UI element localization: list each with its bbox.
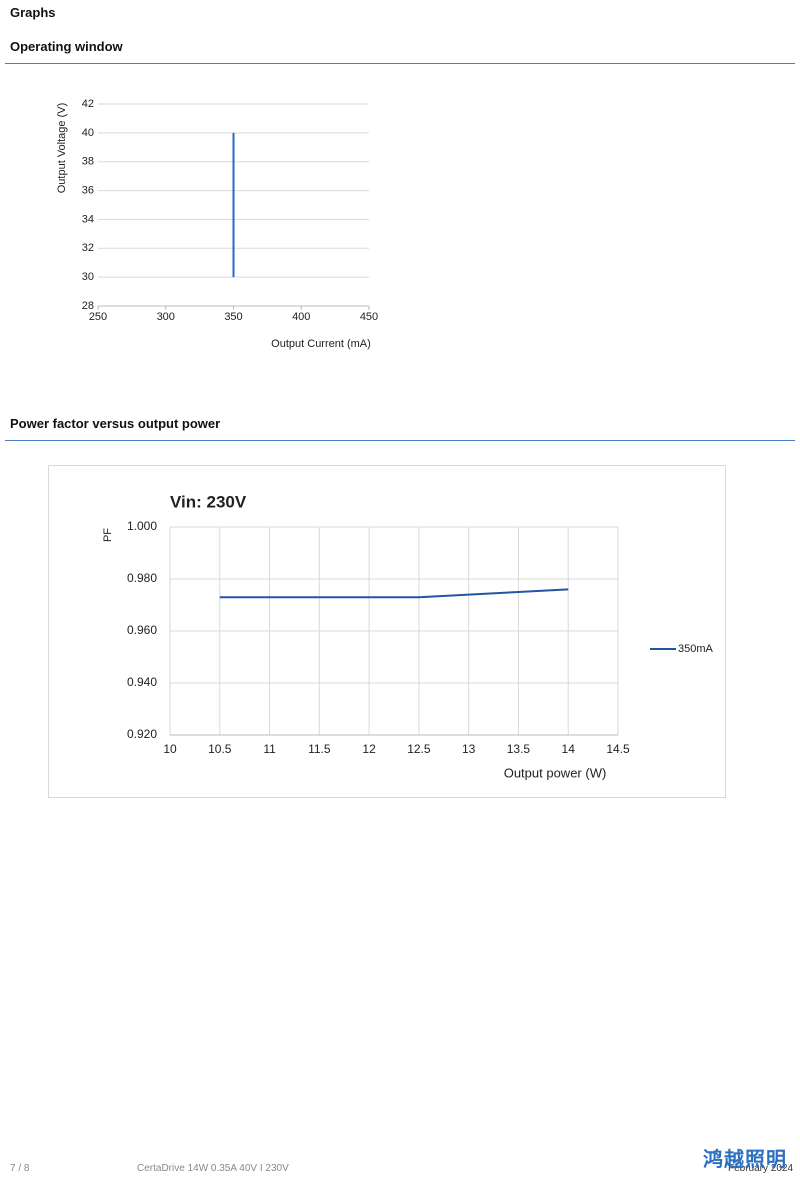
y-tick-label: 0.940 bbox=[127, 675, 157, 689]
x-tick-label: 10 bbox=[163, 742, 177, 756]
y-tick-label: 0.960 bbox=[127, 623, 157, 637]
y-tick-label: 40 bbox=[82, 127, 94, 139]
section-title: Operating window bbox=[10, 39, 123, 54]
x-tick-label: 11.5 bbox=[308, 742, 331, 756]
y-tick-label: 42 bbox=[82, 98, 94, 110]
x-tick-label: 12 bbox=[362, 742, 376, 756]
legend-label: 350mA bbox=[678, 643, 714, 655]
watermark: 鸿越照明 bbox=[703, 1149, 787, 1171]
y-tick-label: 30 bbox=[82, 271, 94, 283]
product-name: CertaDrive 14W 0.35A 40V I 230V bbox=[137, 1163, 289, 1174]
x-tick-label: 250 bbox=[89, 311, 107, 323]
page-heading: Graphs bbox=[10, 5, 56, 20]
x-tick-label: 13.5 bbox=[507, 742, 531, 756]
page-number: 7 / 8 bbox=[10, 1163, 30, 1174]
y-tick-label: 1.000 bbox=[127, 519, 157, 533]
chart-title: Vin: 230V bbox=[170, 492, 247, 511]
x-tick-label: 12.5 bbox=[407, 742, 431, 756]
y-tick-label: 28 bbox=[82, 300, 94, 312]
section-title: Power factor versus output power bbox=[10, 416, 221, 431]
x-tick-label: 450 bbox=[360, 311, 378, 323]
x-tick-label: 400 bbox=[292, 311, 310, 323]
y-tick-label: 36 bbox=[82, 184, 94, 196]
x-tick-label: 350 bbox=[224, 311, 242, 323]
section-rule bbox=[5, 63, 795, 64]
x-tick-label: 14.5 bbox=[606, 742, 630, 756]
x-tick-label: 11 bbox=[263, 742, 276, 756]
x-tick-label: 10.5 bbox=[208, 742, 232, 756]
y-tick-label: 34 bbox=[82, 213, 94, 225]
x-tick-label: 300 bbox=[157, 311, 175, 323]
y-tick-label: 0.980 bbox=[127, 571, 157, 585]
y-axis-label: Output Voltage (V) bbox=[56, 103, 68, 194]
x-axis-label: Output power (W) bbox=[504, 765, 607, 780]
y-axis-label: PF bbox=[102, 528, 114, 542]
y-tick-label: 32 bbox=[82, 242, 94, 254]
y-tick-label: 38 bbox=[82, 156, 94, 168]
chart-frame bbox=[48, 465, 726, 798]
x-axis-label: Output Current (mA) bbox=[271, 338, 371, 350]
y-tick-label: 0.920 bbox=[127, 727, 157, 741]
x-tick-label: 14 bbox=[562, 742, 576, 756]
data-line bbox=[219, 588, 569, 599]
x-tick-label: 13 bbox=[462, 742, 476, 756]
section-rule bbox=[5, 440, 795, 441]
date: February 2024 bbox=[728, 1163, 794, 1174]
